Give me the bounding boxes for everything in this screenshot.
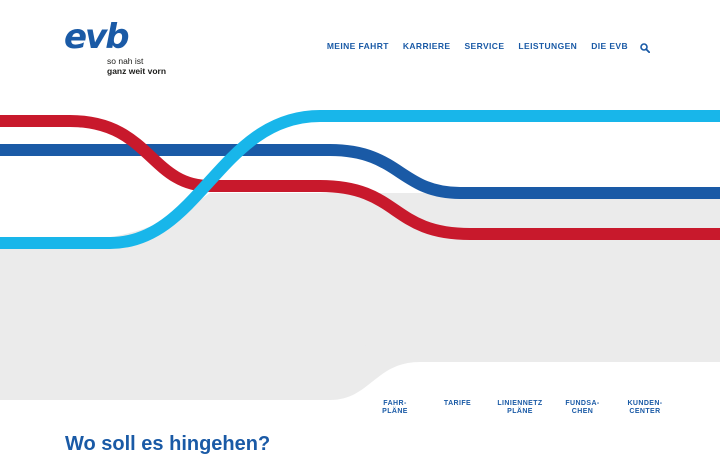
route-line-red [0, 115, 720, 240]
quicklink-tarife[interactable]: TARIFE [433, 400, 483, 430]
nav-service[interactable]: SERVICE [464, 41, 505, 51]
search-icon[interactable] [640, 40, 652, 54]
brand-tagline: so nah ist ganz weit vorn [107, 56, 166, 76]
route-line-blue [0, 144, 720, 199]
main-navigation: MEINE FAHRT KARRIERE SERVICE LEISTUNGEN … [326, 40, 652, 54]
tagline-line2: ganz weit vorn [107, 66, 167, 76]
nav-meine-fahrt[interactable]: MEINE FAHRT [326, 41, 389, 51]
page-heading: Wo soll es hingehen? [65, 433, 271, 455]
quicklink-fundsachen[interactable]: FUNDSA- CHEN [558, 400, 608, 430]
evb-logo-mark: evb [64, 18, 131, 52]
nav-die-evb[interactable]: DIE EVB [591, 41, 628, 51]
evb-logo[interactable]: evb [64, 18, 174, 78]
quicklink-kundencenter[interactable]: KUNDEN- CENTER [620, 400, 670, 430]
quicklink-liniennetzplaene[interactable]: LINIENNETZ PLÄNE [495, 400, 545, 430]
quicklink-label: CHEN [571, 408, 594, 415]
hero-graphic [0, 95, 720, 450]
quicklink-label: PLÄNE [507, 408, 533, 415]
quicklink-label: KUNDEN- [627, 400, 663, 407]
nav-karriere[interactable]: KARRIERE [402, 41, 451, 51]
quicklink-label: LINIENNETZ [497, 400, 543, 407]
quicklinks-bar: FAHR- PLÄNE TARIFE LINIENNETZ PLÄNE FUND… [370, 400, 670, 430]
quicklink-fahrplaene[interactable]: FAHR- PLÄNE [370, 400, 420, 430]
route-lines-illustration [0, 110, 720, 450]
quicklink-label: FUNDSA- [565, 400, 600, 407]
logo-text: evb [64, 18, 129, 52]
quicklink-label: CENTER [629, 408, 661, 415]
route-line-lightblue [0, 110, 720, 249]
nav-leistungen[interactable]: LEISTUNGEN [518, 41, 578, 51]
quicklink-label: FAHR- [383, 400, 407, 407]
quicklink-label: PLÄNE [382, 408, 408, 415]
tagline-line1: so nah ist [107, 56, 144, 66]
quicklink-label: TARIFE [443, 400, 472, 407]
site-header: evb so nah ist ganz weit vorn MEINE FAHR… [0, 0, 720, 95]
